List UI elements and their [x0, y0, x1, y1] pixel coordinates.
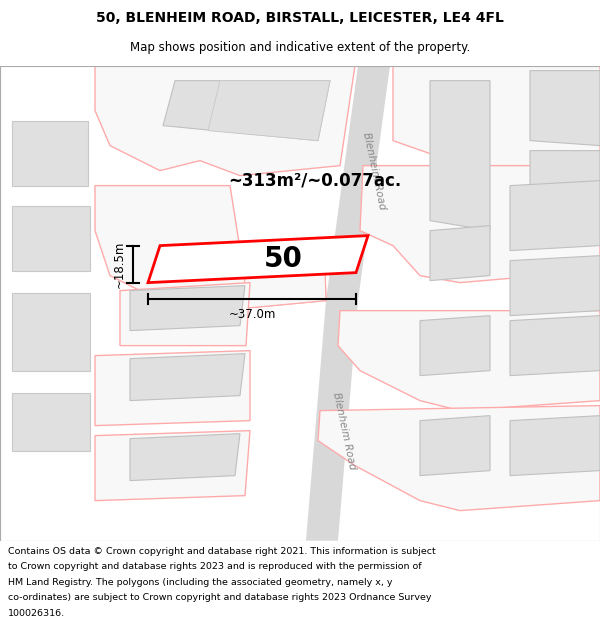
Polygon shape [130, 286, 245, 331]
Text: Blenheim Road: Blenheim Road [331, 391, 357, 470]
Polygon shape [130, 434, 240, 481]
Polygon shape [430, 226, 490, 281]
Polygon shape [510, 256, 600, 316]
Polygon shape [95, 186, 326, 309]
Text: Map shows position and indicative extent of the property.: Map shows position and indicative extent… [130, 41, 470, 54]
Polygon shape [360, 166, 600, 282]
Polygon shape [510, 416, 600, 476]
Text: Contains OS data © Crown copyright and database right 2021. This information is : Contains OS data © Crown copyright and d… [8, 546, 436, 556]
Polygon shape [12, 206, 90, 271]
Polygon shape [420, 416, 490, 476]
Text: 50: 50 [263, 245, 302, 273]
Text: 100026316.: 100026316. [8, 609, 65, 618]
Polygon shape [306, 301, 358, 541]
Text: 50, BLENHEIM ROAD, BIRSTALL, LEICESTER, LE4 4FL: 50, BLENHEIM ROAD, BIRSTALL, LEICESTER, … [96, 11, 504, 26]
Polygon shape [12, 292, 90, 371]
Polygon shape [120, 282, 250, 346]
Polygon shape [163, 81, 330, 141]
Polygon shape [338, 311, 600, 411]
Polygon shape [240, 271, 326, 309]
Polygon shape [393, 66, 600, 186]
Polygon shape [208, 81, 330, 141]
Polygon shape [510, 316, 600, 376]
Polygon shape [95, 66, 355, 176]
Polygon shape [326, 66, 390, 301]
Polygon shape [530, 151, 600, 201]
Polygon shape [530, 71, 600, 146]
Polygon shape [318, 406, 600, 511]
Text: HM Land Registry. The polygons (including the associated geometry, namely x, y: HM Land Registry. The polygons (includin… [8, 578, 392, 587]
Polygon shape [510, 181, 600, 251]
Text: ~37.0m: ~37.0m [229, 308, 275, 321]
Text: co-ordinates) are subject to Crown copyright and database rights 2023 Ordnance S: co-ordinates) are subject to Crown copyr… [8, 593, 431, 602]
Text: ~18.5m: ~18.5m [113, 241, 125, 288]
Polygon shape [130, 354, 245, 401]
Text: Blenheim Road: Blenheim Road [361, 131, 387, 210]
Polygon shape [430, 81, 490, 231]
Polygon shape [12, 121, 88, 186]
Polygon shape [12, 392, 90, 451]
Text: to Crown copyright and database rights 2023 and is reproduced with the permissio: to Crown copyright and database rights 2… [8, 562, 421, 571]
Polygon shape [95, 351, 250, 426]
Polygon shape [95, 431, 250, 501]
Polygon shape [420, 316, 490, 376]
Polygon shape [148, 236, 368, 282]
Text: ~313m²/~0.077ac.: ~313m²/~0.077ac. [228, 172, 401, 189]
